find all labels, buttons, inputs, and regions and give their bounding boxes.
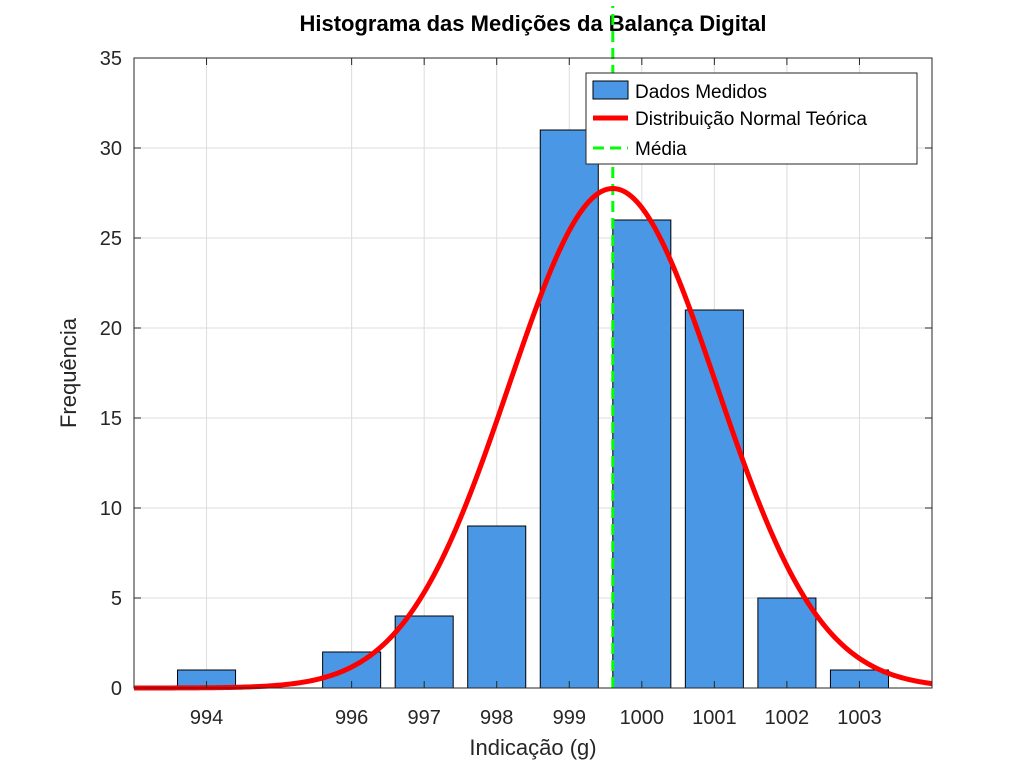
- x-tick-label: 1003: [837, 707, 882, 729]
- y-tick-label: 5: [111, 588, 122, 610]
- legend-swatch-bars: [592, 80, 629, 100]
- histogram-bar: [612, 219, 672, 689]
- legend-label-curve: Distribuição Normal Teórica: [635, 109, 867, 130]
- y-tick-label: 30: [100, 138, 122, 160]
- y-axis-label: Frequência: [56, 317, 81, 428]
- legend-label-mean: Média: [635, 139, 687, 160]
- y-tick-label: 15: [100, 408, 122, 430]
- histogram-bar: [684, 309, 744, 689]
- x-tick-label: 996: [335, 707, 368, 729]
- y-axis-ticks: 0 5 10 15 20 25 30 35: [100, 48, 932, 700]
- histogram-bar: [467, 525, 527, 689]
- legend: Dados Medidos Distribuição Normal Teóric…: [585, 72, 918, 165]
- y-tick-label: 10: [100, 498, 122, 520]
- x-tick-label: 1001: [692, 707, 737, 729]
- histogram-bar: [539, 129, 599, 689]
- normal-curve: [134, 186, 933, 691]
- x-tick-label: 1002: [765, 707, 810, 729]
- legend-box: [585, 72, 918, 165]
- x-tick-label: 997: [407, 707, 440, 729]
- y-tick-label: 35: [100, 48, 122, 70]
- y-tick-label: 20: [100, 318, 122, 340]
- normal-curve-group: [134, 186, 933, 691]
- x-tick-label: 999: [553, 707, 586, 729]
- x-axis-label: Indicação (g): [469, 735, 596, 760]
- y-tick-label: 25: [100, 228, 122, 250]
- chart-title: Histograma das Medições da Balança Digit…: [299, 11, 766, 36]
- histogram-bar: [394, 615, 454, 689]
- legend-label-bars: Dados Medidos: [635, 82, 767, 103]
- x-tick-label: 998: [480, 707, 513, 729]
- x-tick-label: 994: [190, 707, 223, 729]
- plot-frame: [133, 57, 933, 689]
- x-axis-ticks: 994 996 997 998 999 1000 1001 1002 1003: [190, 58, 882, 729]
- histogram-bar: [757, 597, 817, 689]
- x-tick-label: 1000: [620, 707, 665, 729]
- y-tick-label: 0: [111, 678, 122, 700]
